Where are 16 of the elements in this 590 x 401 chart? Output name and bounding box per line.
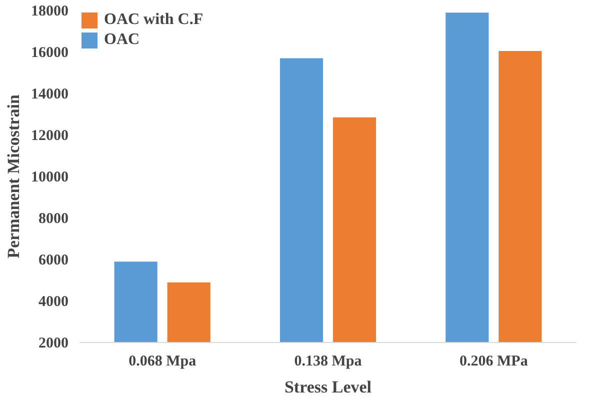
y-tick-label: 4000 [38,294,68,310]
y-tick-label: 6000 [38,252,68,268]
x-tick-label: 0.068 Mpa [128,354,197,370]
legend-label: OAC [104,31,140,49]
y-tick-label: 16000 [31,45,68,61]
y-tick-label: 8000 [38,211,68,227]
x-tick-label: 0.206 MPa [460,354,528,370]
x-axis-title: Stress Level [284,378,372,396]
y-tick-label: 2000 [38,336,68,352]
y-tick-label: 12000 [31,128,68,144]
x-tick-label: 0.138 Mpa [294,354,362,370]
y-tick-label: 18000 [31,4,68,20]
y-axis-title: Permanent Micostrain [4,94,23,258]
y-tick-label: 14000 [31,86,68,102]
legend-label: OAC with C.F [104,11,204,29]
y-tick-label: 10000 [31,170,68,186]
